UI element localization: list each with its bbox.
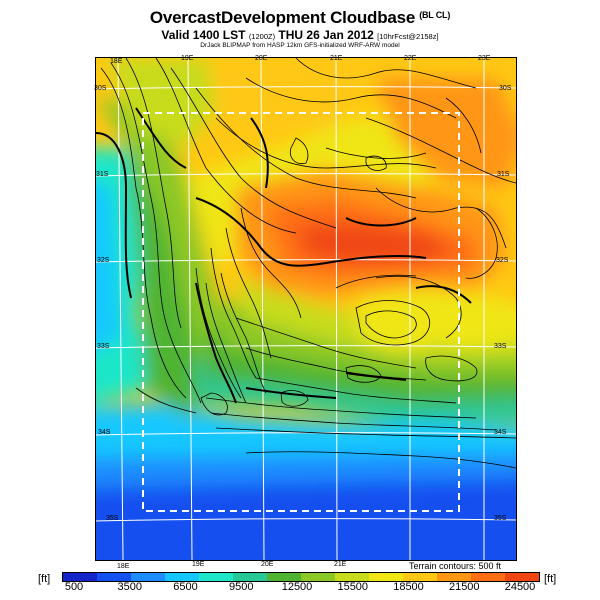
lat-label-right: 30S <box>499 85 512 92</box>
valid-main: Valid 1400 LST <box>161 28 246 42</box>
colorbar-tick-label: 21500 <box>448 581 480 593</box>
color-field <box>96 58 516 560</box>
lat-label-left: 31S <box>96 171 109 178</box>
colorbar-tick-label: 3500 <box>117 581 142 593</box>
lon-label-top: 21E <box>330 55 343 62</box>
colorbar-unit-left: [ft] <box>38 573 51 585</box>
lon-label-top: 18E <box>110 58 123 65</box>
colorbar-tick-label: 18500 <box>393 581 424 593</box>
valid-time-line: Valid 1400 LST (1200Z) THU 26 Jan 2012 [… <box>0 28 600 42</box>
lon-label-top: 23E <box>478 55 491 62</box>
colorbar-swatch <box>301 573 335 581</box>
lat-label-left: 30S <box>94 85 107 92</box>
colorbar-tick-label: 500 <box>64 581 84 593</box>
colorbar-swatch <box>199 573 233 581</box>
lat-label-right: 33S <box>494 343 507 350</box>
lon-label-top: 22E <box>404 55 417 62</box>
title-text: OvercastDevelopment Cloudbase <box>149 8 416 27</box>
lon-label-bottom: 18E <box>117 563 130 570</box>
colorbar-tick-label: 9500 <box>229 581 254 593</box>
lon-label-bottom: 21E <box>334 561 347 568</box>
cloudbase-map-svg <box>96 58 516 560</box>
valid-run: [10hrFcst@2158z] <box>377 32 439 41</box>
colorbar-swatch <box>165 573 199 581</box>
colorbar-swatch <box>267 573 301 581</box>
lon-label-top: 20E <box>255 55 268 62</box>
lat-label-right: 34S <box>494 429 507 436</box>
colorbar-tick-label: 12500 <box>281 581 313 593</box>
colorbar-swatch <box>63 573 97 581</box>
valid-code: (1200Z) <box>248 32 276 41</box>
lat-label-left: 34S <box>98 429 111 436</box>
colorbar-swatch <box>471 573 505 581</box>
model-credit: DrJack BLIPMAP from HASP 12km GFS-initia… <box>200 42 400 49</box>
map-plot-area[interactable] <box>95 57 517 561</box>
colorbar-swatch <box>97 573 131 581</box>
lat-label-left: 33S <box>97 343 110 350</box>
valid-date: THU 26 Jan 2012 <box>278 28 374 42</box>
colorbar-labels: 500 3500 6500 9500 12500 15500 18500 21500 24500 <box>0 581 600 595</box>
lat-label-right: 32S <box>496 257 509 264</box>
terrain-contour-note: Terrain contours: 500 ft <box>408 561 501 571</box>
title-suffix: (BL CL) <box>419 10 451 20</box>
coastline-bold <box>96 107 472 404</box>
colorbar-tick-label: 6500 <box>173 581 198 593</box>
colorbar-swatch <box>131 573 165 581</box>
lon-label-bottom: 20E <box>261 561 274 568</box>
colorbar-swatch <box>335 573 369 581</box>
lon-label-bottom: 19E <box>192 561 205 568</box>
lon-label-top: 19E <box>181 55 194 62</box>
lat-label-right: 31S <box>497 171 510 178</box>
colorbar-swatch <box>369 573 403 581</box>
terrain-contours <box>100 58 516 469</box>
colorbar-swatch <box>437 573 471 581</box>
colorbar-swatch <box>233 573 267 581</box>
colorbar <box>62 572 540 582</box>
map-title: OvercastDevelopment Cloudbase (BL CL) <box>0 8 600 28</box>
inner-domain-box <box>142 112 460 512</box>
lat-label-left: 32S <box>97 257 110 264</box>
colorbar-unit-right: [ft] <box>544 573 557 585</box>
lat-label-left: 35S <box>106 515 119 522</box>
colorbar-tick-label: 15500 <box>337 581 369 593</box>
colorbar-tick-label: 24500 <box>504 581 536 593</box>
lat-label-right: 35S <box>494 515 507 522</box>
colorbar-swatch <box>403 573 437 581</box>
colorbar-swatch <box>505 573 539 581</box>
